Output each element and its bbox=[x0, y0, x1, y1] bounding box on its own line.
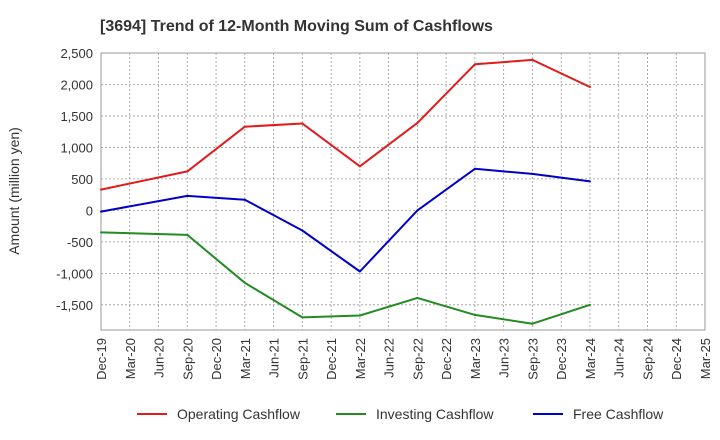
y-axis-label: Amount (million yen) bbox=[6, 127, 22, 255]
data-point bbox=[588, 85, 591, 88]
data-point bbox=[301, 229, 304, 232]
y-tick-label: -1,000 bbox=[56, 266, 93, 281]
plot-frame bbox=[100, 52, 706, 331]
plot-area bbox=[100, 52, 706, 331]
data-point bbox=[473, 167, 476, 170]
x-tick-label: Dec-21 bbox=[324, 338, 339, 380]
x-tick-label: Jun-23 bbox=[497, 338, 512, 378]
data-point bbox=[531, 58, 534, 61]
data-point bbox=[531, 172, 534, 175]
x-tick-label: Mar-20 bbox=[123, 338, 138, 379]
x-tick-label: Sep-24 bbox=[640, 338, 655, 380]
y-tick-label: 2,500 bbox=[60, 46, 93, 61]
y-axis-ticks: -1,500 -1,000 -500 0 500 1,000 1,500 2,000 2,500 bbox=[56, 46, 93, 313]
x-tick-label: Dec-23 bbox=[554, 338, 569, 380]
data-point bbox=[416, 121, 419, 124]
legend-label: Free Cashflow bbox=[573, 406, 664, 422]
x-tick-label: Dec-24 bbox=[669, 338, 684, 380]
y-tick-label: -500 bbox=[67, 235, 93, 250]
legend: Operating Cashflow Investing Cashflow Free… bbox=[137, 406, 664, 422]
x-tick-label: Sep-21 bbox=[295, 338, 310, 380]
data-point bbox=[531, 322, 534, 325]
data-point bbox=[588, 303, 591, 306]
data-point bbox=[358, 270, 361, 273]
x-tick-label: Jun-22 bbox=[382, 338, 397, 378]
data-point bbox=[358, 314, 361, 317]
data-point bbox=[473, 63, 476, 66]
data-point bbox=[100, 210, 102, 213]
y-tick-label: 2,000 bbox=[60, 77, 93, 92]
legend-label: Operating Cashflow bbox=[177, 406, 301, 422]
y-tick-label: 0 bbox=[86, 203, 93, 218]
y-tick-label: 1,500 bbox=[60, 109, 93, 124]
data-point bbox=[186, 194, 189, 197]
x-tick-label: Mar-25 bbox=[698, 338, 713, 379]
x-tick-label: Mar-21 bbox=[238, 338, 253, 379]
data-point bbox=[416, 296, 419, 299]
data-point bbox=[588, 180, 591, 183]
x-tick-label: Mar-23 bbox=[468, 338, 483, 379]
y-tick-label: -1,500 bbox=[56, 298, 93, 313]
data-point bbox=[100, 188, 102, 191]
legend-label: Investing Cashflow bbox=[376, 406, 494, 422]
data-point bbox=[186, 233, 189, 236]
x-tick-label: Jun-24 bbox=[612, 338, 627, 378]
x-tick-label: Jun-20 bbox=[152, 338, 167, 378]
data-point bbox=[358, 165, 361, 168]
x-tick-label: Jun-21 bbox=[267, 338, 282, 378]
x-tick-label: Dec-20 bbox=[209, 338, 224, 380]
data-point bbox=[416, 209, 419, 212]
data-point bbox=[100, 231, 102, 234]
x-tick-label: Sep-20 bbox=[180, 338, 195, 380]
data-point bbox=[473, 313, 476, 316]
data-point bbox=[301, 122, 304, 125]
x-axis-ticks: Dec-19 Mar-20 Jun-20 Sep-20 Dec-20 Mar-21 Jun-… bbox=[94, 338, 713, 380]
data-point bbox=[243, 281, 246, 284]
data-point bbox=[243, 125, 246, 128]
data-point bbox=[301, 316, 304, 319]
x-tick-label: Sep-23 bbox=[525, 338, 540, 380]
x-tick-label: Sep-22 bbox=[410, 338, 425, 380]
x-tick-label: Mar-24 bbox=[583, 338, 598, 379]
data-point bbox=[186, 170, 189, 173]
data-point bbox=[243, 198, 246, 201]
y-tick-label: 1,000 bbox=[60, 140, 93, 155]
chart-title: [3694] Trend of 12-Month Moving Sum of C… bbox=[100, 18, 493, 35]
y-tick-label: 500 bbox=[71, 172, 93, 187]
x-tick-label: Mar-22 bbox=[353, 338, 368, 379]
x-tick-label: Dec-22 bbox=[439, 338, 454, 380]
series-lines bbox=[100, 58, 591, 325]
grid-lines bbox=[101, 53, 705, 330]
x-tick-label: Dec-19 bbox=[94, 338, 109, 380]
